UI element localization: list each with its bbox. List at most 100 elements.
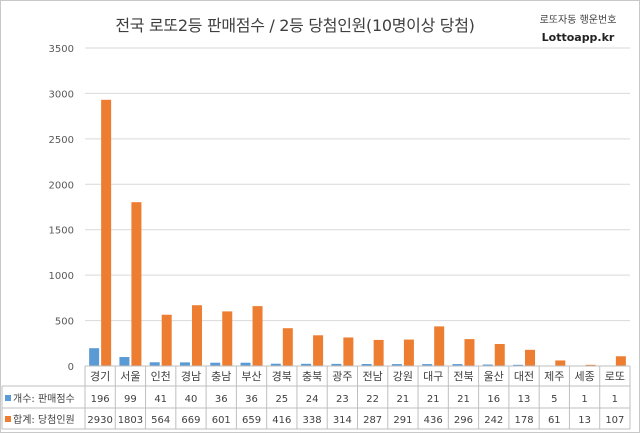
bar-winners-total bbox=[131, 202, 142, 366]
data-table-value: 196 bbox=[91, 394, 110, 405]
category-label: 전북 bbox=[453, 370, 473, 383]
bar-sales-count bbox=[89, 348, 100, 366]
bar-sales-count bbox=[452, 364, 463, 366]
category-label: 강원 bbox=[393, 370, 413, 383]
data-table-value: 24 bbox=[306, 394, 319, 405]
data-table-value: 564 bbox=[151, 415, 170, 426]
y-axis-ticks: 0 500 1000 1500 2000 2500 3000 3500 bbox=[49, 44, 74, 373]
category-label: 충남 bbox=[211, 370, 231, 383]
y-tick-label: 1500 bbox=[49, 226, 74, 237]
bar-winners-total bbox=[585, 364, 596, 366]
bar-sales-count bbox=[422, 364, 433, 366]
data-table-value: 16 bbox=[487, 394, 500, 405]
bar-winners-total bbox=[434, 326, 445, 366]
category-label: 부산 bbox=[241, 370, 261, 383]
bar-winners-total bbox=[494, 344, 505, 366]
legend-key bbox=[5, 416, 11, 422]
bar-winners-total bbox=[313, 335, 324, 366]
category-label: 경남 bbox=[181, 370, 201, 383]
bar-sales-count bbox=[240, 362, 251, 366]
data-table-value: 41 bbox=[154, 394, 167, 405]
data-table-value: 242 bbox=[484, 415, 503, 426]
data-table-value: 36 bbox=[215, 394, 228, 405]
category-label: 대구 bbox=[423, 370, 443, 383]
data-table-value: 291 bbox=[393, 415, 412, 426]
bar-winners-total bbox=[464, 339, 475, 366]
bar-winners-total bbox=[525, 349, 536, 366]
category-label: 울산 bbox=[484, 370, 504, 383]
category-label: 충북 bbox=[302, 370, 322, 383]
bar-sales-count bbox=[301, 363, 312, 366]
data-table-value: 287 bbox=[363, 415, 382, 426]
bar-winners-total bbox=[222, 311, 233, 366]
bar-sales-count bbox=[513, 364, 524, 366]
bar-sales-count bbox=[361, 364, 372, 366]
data-table-value: 23 bbox=[336, 394, 349, 405]
data-table-value: 99 bbox=[124, 394, 137, 405]
category-label: 경북 bbox=[272, 370, 292, 383]
category-label: 제주 bbox=[544, 370, 564, 383]
data-table-value: 2930 bbox=[87, 415, 112, 426]
data-table-value: 21 bbox=[427, 394, 440, 405]
data-table-value: 416 bbox=[272, 415, 291, 426]
data-table-value: 21 bbox=[457, 394, 470, 405]
data-table-value: 13 bbox=[578, 415, 591, 426]
data-table: 경기 서울 인천 경남 충남 부산 경북 충북 광주 전남 강원 대구 전북 울산 대전 제주 세종 로또개수: … bbox=[1, 365, 631, 430]
category-label: 세종 bbox=[574, 370, 594, 383]
data-table-value: 338 bbox=[303, 415, 322, 426]
y-tick-label: 2000 bbox=[49, 180, 74, 191]
category-label: 서울 bbox=[120, 370, 140, 383]
category-label: 광주 bbox=[332, 370, 352, 383]
data-table-value: 1 bbox=[581, 394, 587, 405]
bar-sales-count bbox=[210, 362, 221, 366]
y-tick-label: 1000 bbox=[49, 271, 74, 282]
data-table-value: 436 bbox=[424, 415, 443, 426]
bar-sales-count bbox=[179, 362, 190, 366]
bar-winners-total bbox=[161, 314, 172, 366]
category-label: 대전 bbox=[514, 370, 534, 383]
data-table-value: 21 bbox=[397, 394, 410, 405]
bar-winners-total bbox=[555, 360, 566, 366]
data-table-value: 22 bbox=[366, 394, 379, 405]
data-table-value: 659 bbox=[242, 415, 261, 426]
category-label: 전남 bbox=[363, 370, 383, 383]
data-table-value: 5 bbox=[551, 394, 557, 405]
data-table-value: 13 bbox=[518, 394, 531, 405]
data-table-value: 1 bbox=[612, 394, 618, 405]
bar-sales-count bbox=[270, 363, 281, 366]
data-table-value: 296 bbox=[454, 415, 473, 426]
data-table-value: 40 bbox=[185, 394, 198, 405]
data-table-value: 601 bbox=[212, 415, 231, 426]
data-table-value: 314 bbox=[333, 415, 352, 426]
bar-winners-total bbox=[191, 305, 202, 366]
bars bbox=[89, 99, 626, 366]
bar-winners-total bbox=[101, 99, 112, 366]
data-table-value: 178 bbox=[514, 415, 533, 426]
bar-sales-count bbox=[331, 363, 342, 366]
y-tick-label: 0 bbox=[68, 362, 74, 373]
category-label: 경기 bbox=[90, 370, 110, 383]
chart-title: 전국 로또2등 판매점수 / 2등 당첨인원(10명이상 당첨) bbox=[115, 16, 475, 35]
data-table-value: 36 bbox=[245, 394, 258, 405]
legend-label: 개수: 판매점수 bbox=[13, 393, 75, 405]
y-tick-label: 500 bbox=[55, 317, 74, 328]
bar-sales-count bbox=[119, 357, 130, 366]
category-label: 인천 bbox=[151, 369, 171, 383]
y-tick-label: 3500 bbox=[49, 44, 74, 55]
category-label: 로또 bbox=[605, 370, 625, 383]
bar-sales-count bbox=[149, 362, 160, 366]
legend-label: 합계: 당첨인원 bbox=[13, 414, 75, 426]
data-table-value: 61 bbox=[548, 415, 561, 426]
bar-winners-total bbox=[252, 306, 263, 366]
bar-sales-count bbox=[391, 364, 402, 366]
bar-winners-total bbox=[343, 337, 354, 366]
legend-key bbox=[5, 395, 11, 401]
y-tick-label: 3000 bbox=[49, 89, 74, 100]
bar-winners-total bbox=[373, 339, 384, 366]
bar-winners-total bbox=[282, 328, 293, 366]
annotation-text: 로또자동 행운번호 bbox=[539, 15, 617, 26]
bar-sales-count bbox=[482, 364, 493, 366]
bar-winners-total bbox=[615, 356, 626, 366]
data-table-value: 669 bbox=[181, 415, 200, 426]
